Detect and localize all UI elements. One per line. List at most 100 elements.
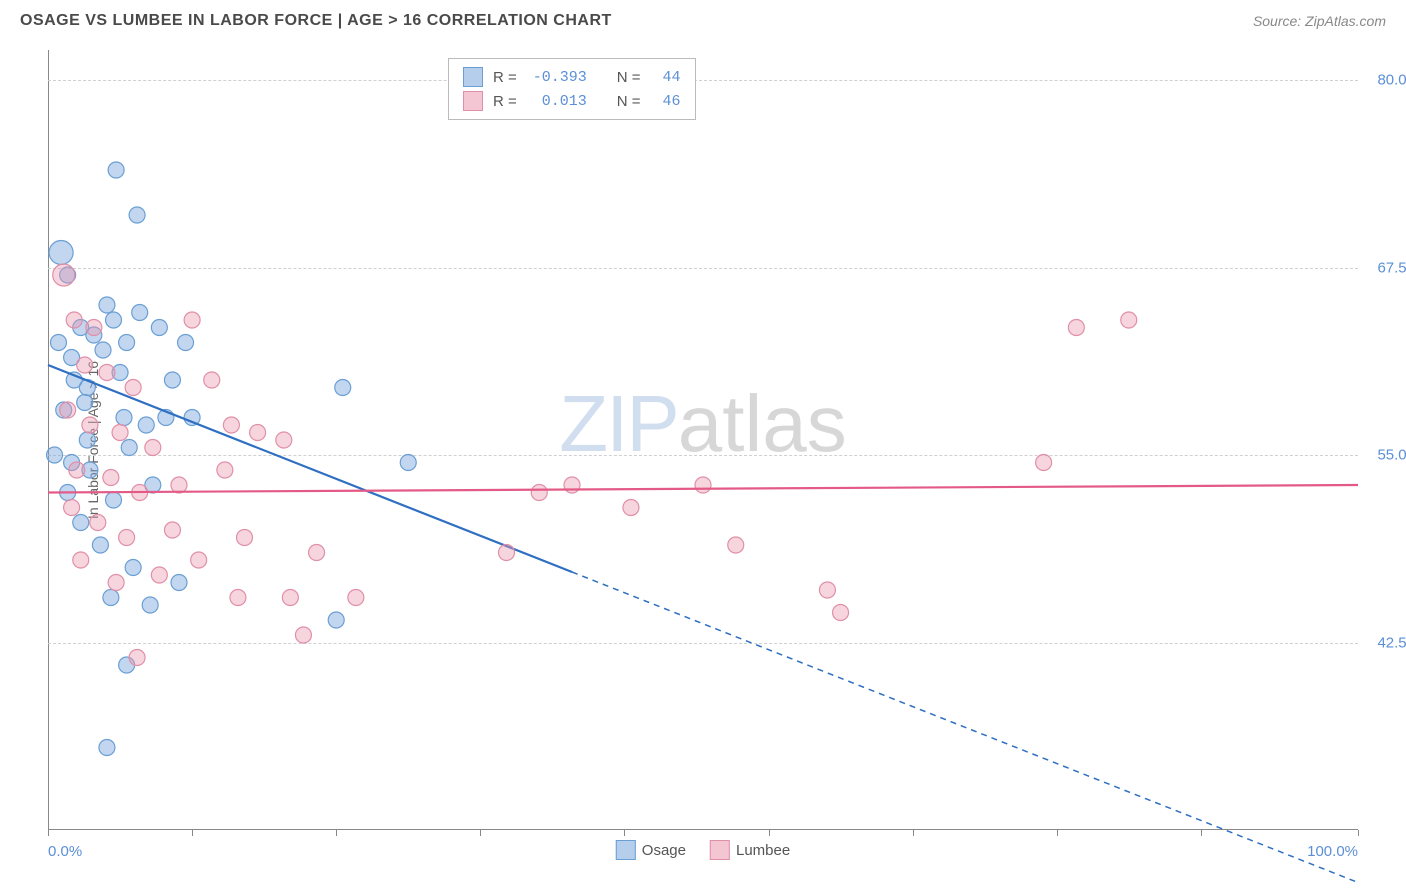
- scatter-point: [151, 567, 167, 583]
- scatter-point: [106, 312, 122, 328]
- series-name: Osage: [642, 842, 686, 859]
- scatter-point: [99, 740, 115, 756]
- scatter-point: [151, 320, 167, 336]
- x-tick: [192, 830, 193, 836]
- scatter-point: [73, 552, 89, 568]
- scatter-point: [60, 402, 76, 418]
- scatter-point: [728, 537, 744, 553]
- scatter-point: [129, 650, 145, 666]
- scatter-point: [103, 590, 119, 606]
- scatter-point: [335, 380, 351, 396]
- legend-swatch: [710, 840, 730, 860]
- scatter-point: [99, 365, 115, 381]
- legend-r-value: -0.393: [527, 69, 587, 86]
- scatter-point: [1036, 455, 1052, 471]
- scatter-point: [1121, 312, 1137, 328]
- scatter-point: [142, 597, 158, 613]
- legend-row: R = 0.013 N = 46: [463, 89, 681, 113]
- x-tick-label: 100.0%: [1307, 843, 1358, 860]
- scatter-point: [73, 515, 89, 531]
- scatter-point: [99, 297, 115, 313]
- scatter-point: [328, 612, 344, 628]
- scatter-point: [164, 522, 180, 538]
- scatter-point: [623, 500, 639, 516]
- scatter-point: [132, 305, 148, 321]
- legend-swatch: [463, 67, 483, 87]
- scatter-point: [295, 627, 311, 643]
- y-tick-label: 67.5%: [1377, 259, 1406, 276]
- scatter-point: [106, 492, 122, 508]
- x-tick: [1057, 830, 1058, 836]
- scatter-point: [79, 432, 95, 448]
- legend-n-label: N =: [617, 93, 641, 110]
- series-legend-item: Osage: [616, 840, 686, 860]
- legend-row: R = -0.393 N = 44: [463, 65, 681, 89]
- scatter-point: [47, 447, 63, 463]
- scatter-point: [833, 605, 849, 621]
- x-tick: [913, 830, 914, 836]
- scatter-point: [230, 590, 246, 606]
- scatter-point: [86, 320, 102, 336]
- y-tick-label: 55.0%: [1377, 447, 1406, 464]
- scatter-point: [250, 425, 266, 441]
- scatter-point: [90, 515, 106, 531]
- scatter-point: [400, 455, 416, 471]
- scatter-point: [171, 575, 187, 591]
- scatter-point: [237, 530, 253, 546]
- scatter-point: [184, 312, 200, 328]
- scatter-point: [49, 241, 73, 265]
- x-tick: [480, 830, 481, 836]
- scatter-point: [121, 440, 137, 456]
- scatter-point: [125, 380, 141, 396]
- scatter-point: [223, 417, 239, 433]
- scatter-point: [309, 545, 325, 561]
- legend-n-value: 44: [651, 69, 681, 86]
- scatter-point: [112, 425, 128, 441]
- legend-swatch: [616, 840, 636, 860]
- legend-r-value: 0.013: [527, 93, 587, 110]
- scatter-point: [125, 560, 141, 576]
- legend-swatch: [463, 91, 483, 111]
- scatter-point: [191, 552, 207, 568]
- scatter-plot: [48, 50, 1358, 830]
- x-tick: [1201, 830, 1202, 836]
- scatter-point: [108, 162, 124, 178]
- scatter-point: [92, 537, 108, 553]
- scatter-point: [217, 462, 233, 478]
- source-label: Source: ZipAtlas.com: [1253, 13, 1386, 29]
- scatter-point: [819, 582, 835, 598]
- scatter-point: [695, 477, 711, 493]
- scatter-point: [64, 500, 80, 516]
- x-tick: [336, 830, 337, 836]
- scatter-point: [531, 485, 547, 501]
- legend-n-label: N =: [617, 69, 641, 86]
- scatter-point: [103, 470, 119, 486]
- y-tick-label: 80.0%: [1377, 72, 1406, 89]
- scatter-point: [1068, 320, 1084, 336]
- header: OSAGE VS LUMBEE IN LABOR FORCE | AGE > 1…: [0, 0, 1406, 38]
- scatter-point: [204, 372, 220, 388]
- scatter-point: [77, 357, 93, 373]
- y-tick-label: 42.5%: [1377, 634, 1406, 651]
- scatter-point: [282, 590, 298, 606]
- legend-r-label: R =: [493, 93, 517, 110]
- correlation-legend: R = -0.393 N = 44 R = 0.013 N = 46: [448, 58, 696, 120]
- x-tick: [769, 830, 770, 836]
- plot-area: 42.5%55.0%67.5%80.0% 0.0%100.0% ZIPatlas…: [48, 50, 1358, 830]
- scatter-point: [82, 417, 98, 433]
- series-legend: Osage Lumbee: [616, 840, 790, 860]
- x-tick-label: 0.0%: [48, 843, 82, 860]
- x-tick: [48, 830, 49, 836]
- scatter-point: [53, 264, 75, 286]
- x-tick: [624, 830, 625, 836]
- scatter-point: [95, 342, 111, 358]
- scatter-point: [145, 440, 161, 456]
- scatter-point: [129, 207, 145, 223]
- scatter-point: [66, 312, 82, 328]
- scatter-point: [178, 335, 194, 351]
- scatter-point: [50, 335, 66, 351]
- series-legend-item: Lumbee: [710, 840, 790, 860]
- scatter-point: [171, 477, 187, 493]
- x-tick: [1358, 830, 1359, 836]
- scatter-point: [138, 417, 154, 433]
